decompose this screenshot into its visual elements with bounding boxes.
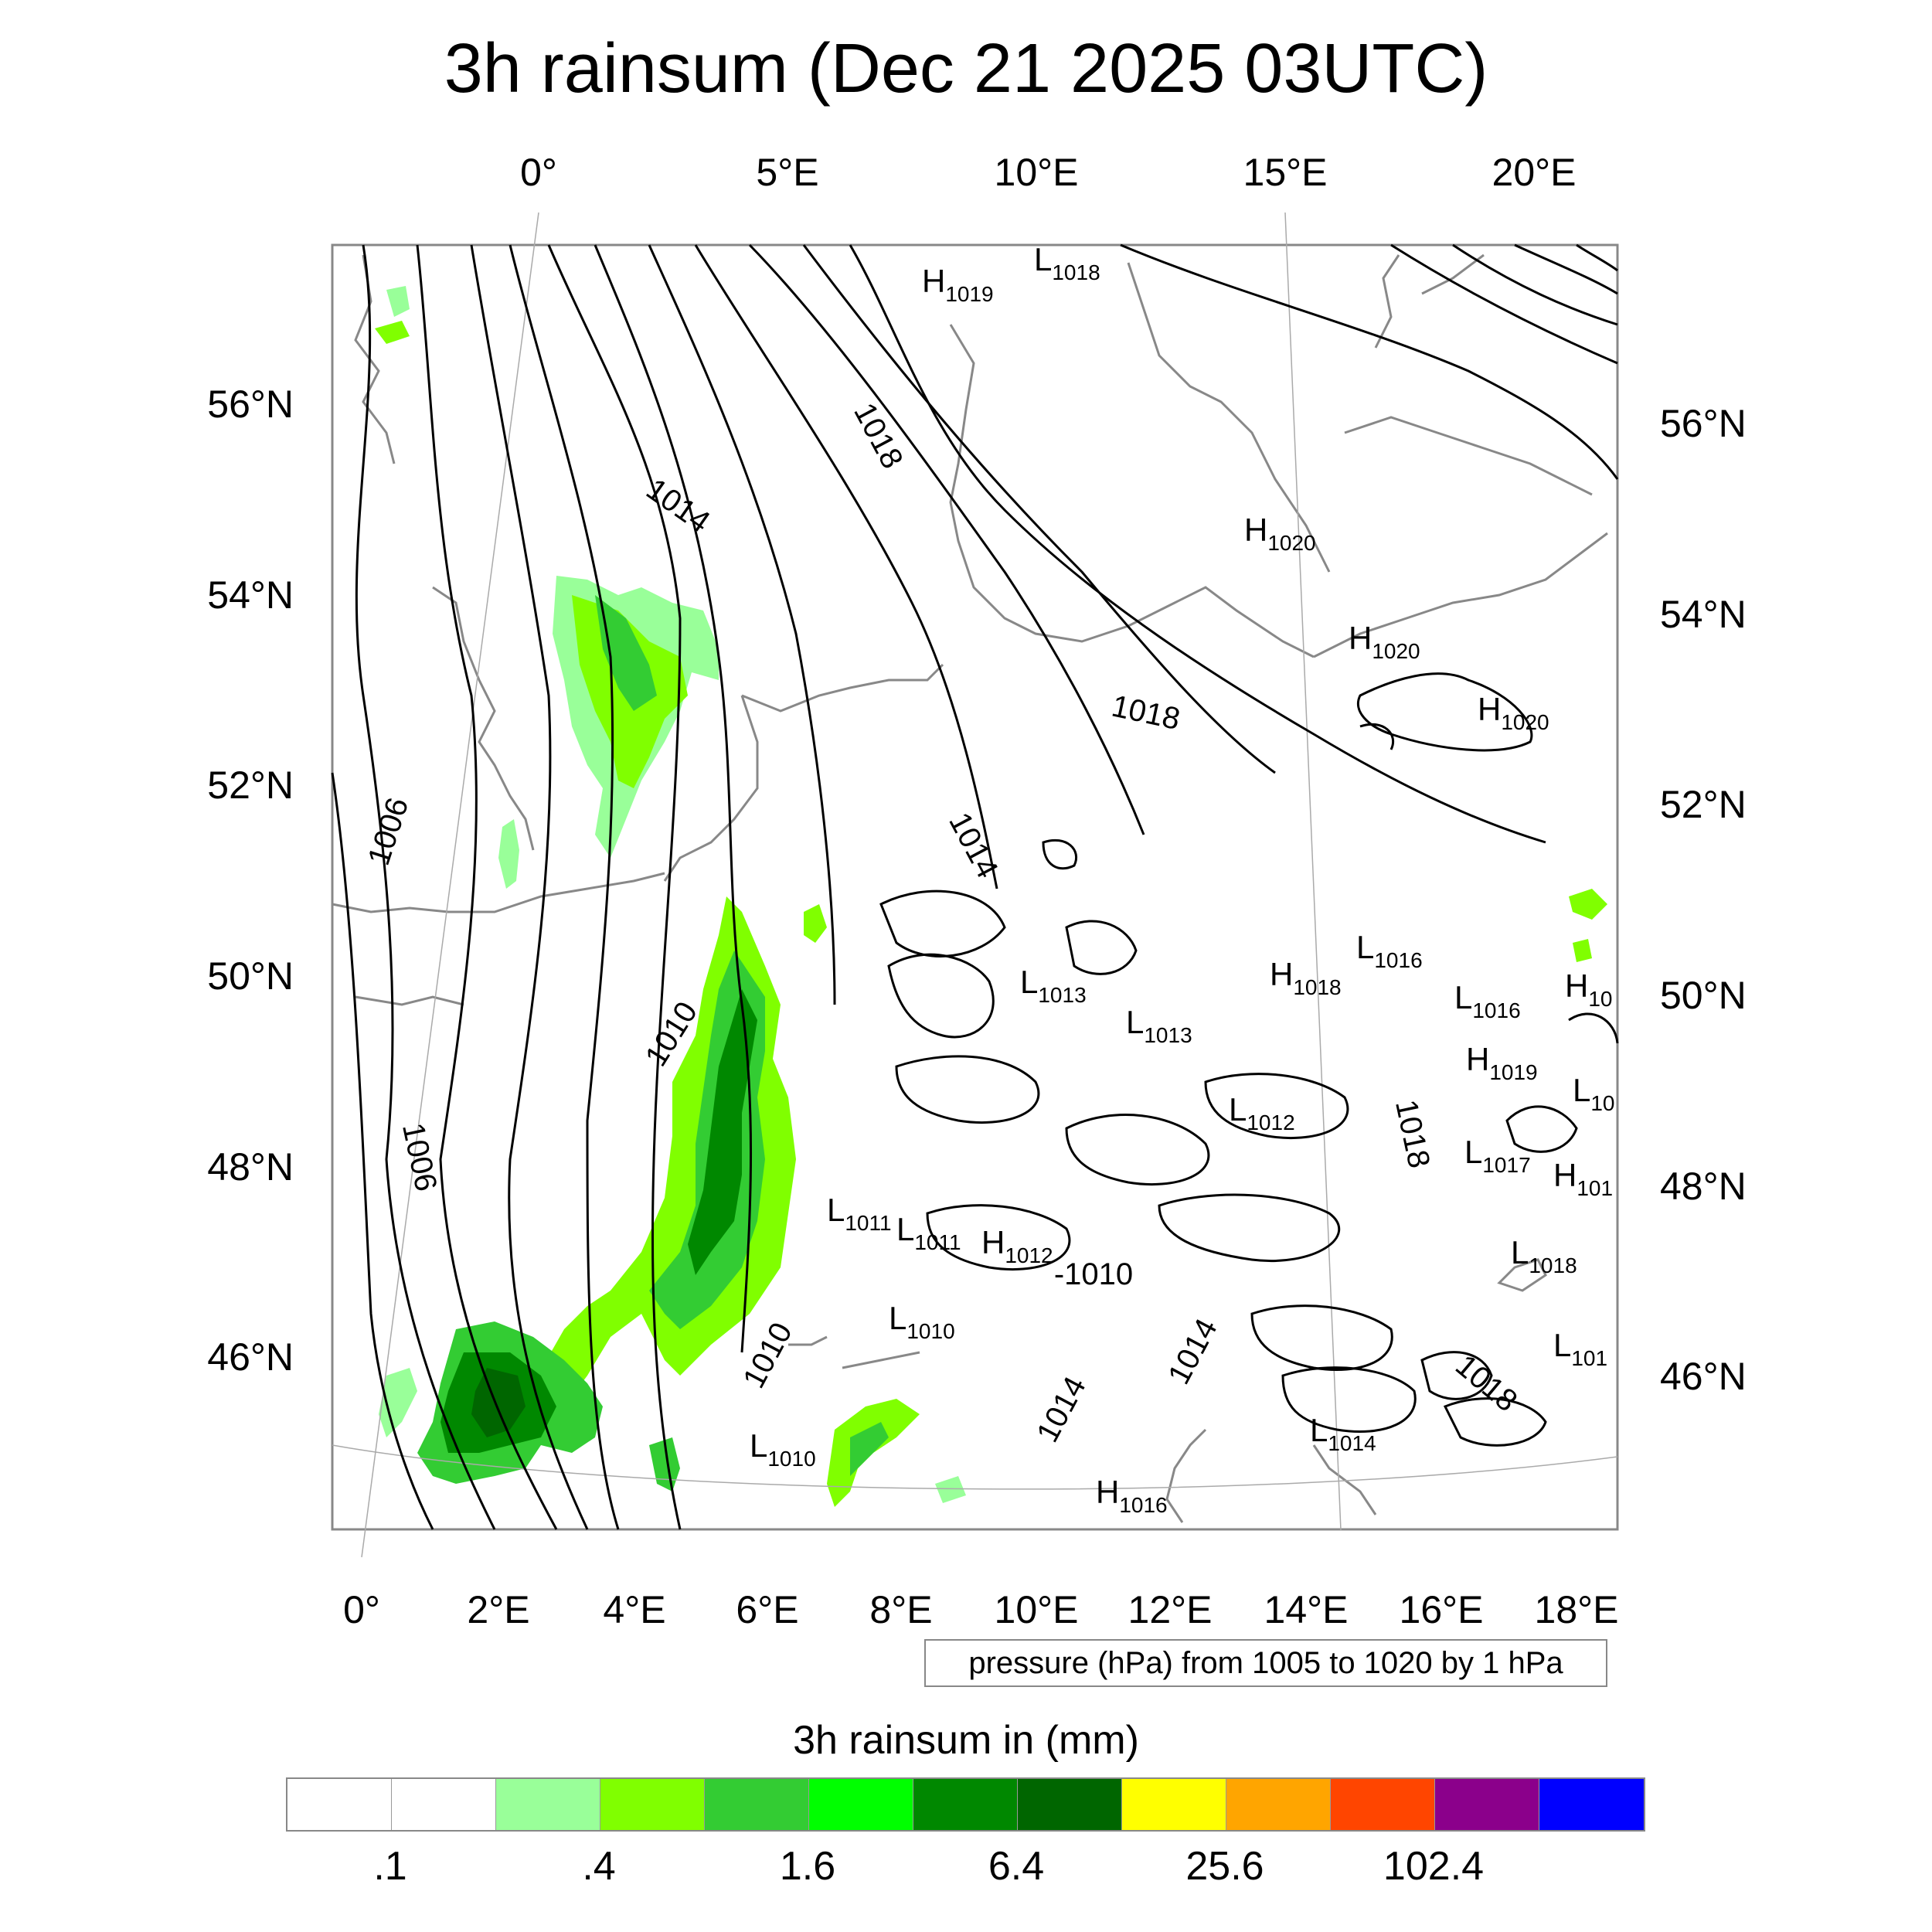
colorbar-swatch — [705, 1779, 809, 1830]
colorbar-swatch — [1435, 1779, 1539, 1830]
lat-label-left-52: 52°N — [207, 764, 294, 807]
colorbar-swatch — [1226, 1779, 1331, 1830]
colorbar-tick-label: .1 — [373, 1844, 407, 1889]
lat-label-left-56: 56°N — [207, 383, 294, 426]
lat-label-right-50: 50°N — [1660, 974, 1747, 1017]
lon-label-bottom-14: 14°E — [1264, 1588, 1349, 1631]
pressure-center-low: L1010 — [750, 1427, 816, 1471]
coastlines-borders — [332, 253, 1608, 1523]
isobar-label: -1010 — [1054, 1257, 1133, 1291]
lat-label-right-46: 46°N — [1660, 1355, 1747, 1398]
lon-label-top-20: 20°E — [1492, 151, 1577, 194]
colorbar-swatch — [1539, 1779, 1644, 1830]
colorbar-swatch — [496, 1779, 600, 1830]
colorbar-tick-label: 25.6 — [1185, 1844, 1264, 1889]
map-title: 3h rainsum (Dec 21 2025 03UTC) — [444, 30, 1488, 107]
lon-label-top-10: 10°E — [995, 151, 1079, 194]
pressure-center-high: H1020 — [1478, 691, 1549, 734]
colorbar-tick-label: 102.4 — [1383, 1844, 1485, 1889]
lat-label-left-46: 46°N — [207, 1335, 294, 1379]
colorbar-swatch — [1122, 1779, 1226, 1830]
lon-label-bottom-12: 12°E — [1128, 1588, 1213, 1631]
rain-shading — [375, 286, 1607, 1507]
lon-label-bottom-2: 2°E — [467, 1588, 529, 1631]
pressure-center-low: L1010 — [889, 1300, 955, 1343]
pressure-center-high: H1020 — [1244, 512, 1316, 555]
pressure-center-low: L1013 — [1126, 1004, 1192, 1047]
pressure-centers: H1019 L1018 H1020 H1020 H1020 L1016 H101… — [750, 241, 1615, 1517]
pressure-center-high: H101 — [1553, 1157, 1613, 1200]
pressure-center-high: H1018 — [1270, 956, 1342, 999]
pressure-center-high: H1020 — [1349, 620, 1420, 663]
pressure-center-high: H1016 — [1096, 1474, 1168, 1517]
lon-label-bottom-18: 18°E — [1535, 1588, 1619, 1631]
lon-label-top-0: 0° — [520, 151, 557, 194]
colorbar-tick-label: .4 — [582, 1844, 616, 1889]
lat-label-right-52: 52°N — [1660, 783, 1747, 826]
colorbar-swatch — [809, 1779, 913, 1830]
colorbar-title: 3h rainsum in (mm) — [793, 1718, 1139, 1763]
colorbar-tick-label: 6.4 — [988, 1844, 1045, 1889]
lat-label-right-48: 48°N — [1660, 1165, 1747, 1208]
colorbar-swatch — [392, 1779, 496, 1830]
latitude-labels-left: 56°N 54°N 52°N 50°N 48°N 46°N — [207, 383, 294, 1379]
lat-label-right-54: 54°N — [1660, 593, 1747, 636]
pressure-center-high: H1019 — [1466, 1041, 1538, 1084]
colorbar-tick-label: 1.6 — [779, 1844, 836, 1889]
pressure-center-low: L1014 — [1310, 1412, 1376, 1455]
colorbar-swatch — [913, 1779, 1018, 1830]
pressure-center-low: L1011 — [827, 1192, 892, 1235]
pressure-center-low: L1011 — [896, 1211, 961, 1254]
pressure-center-low: L101 — [1553, 1327, 1607, 1370]
lon-label-top-5: 5°E — [756, 151, 818, 194]
colorbar-swatch — [287, 1779, 392, 1830]
pressure-center-low: L1017 — [1464, 1134, 1531, 1177]
graticule — [332, 212, 1618, 1558]
lon-label-bottom-16: 16°E — [1400, 1588, 1484, 1631]
pressure-center-low: L1016 — [1454, 979, 1521, 1022]
longitude-labels-top: 0° 5°E 10°E 15°E 20°E — [520, 151, 1576, 194]
lon-label-bottom-0: 0° — [343, 1588, 380, 1631]
colorbar-swatch — [1331, 1779, 1435, 1830]
lon-label-bottom-6: 6°E — [736, 1588, 798, 1631]
lon-label-bottom-4: 4°E — [603, 1588, 665, 1631]
longitude-labels-bottom: 0° 2°E 4°E 6°E 8°E 10°E 12°E 14°E 16°E 1… — [343, 1588, 1618, 1631]
lon-label-top-15: 15°E — [1243, 151, 1328, 194]
colorbar-swatch — [600, 1779, 705, 1830]
lat-label-left-48: 48°N — [207, 1145, 294, 1189]
pressure-center-low: L1018 — [1034, 241, 1100, 284]
lat-label-left-54: 54°N — [207, 573, 294, 617]
pressure-note: pressure (hPa) from 1005 to 1020 by 1 hP… — [924, 1639, 1607, 1687]
colorbar — [286, 1777, 1645, 1832]
pressure-center-low: L1016 — [1356, 929, 1423, 972]
pressure-center-low: L10 — [1573, 1072, 1615, 1115]
latitude-labels-right: 56°N 54°N 52°N 50°N 48°N 46°N — [1660, 402, 1747, 1398]
isobars — [331, 243, 1619, 1530]
lat-label-right-56: 56°N — [1660, 402, 1747, 445]
lat-label-left-50: 50°N — [207, 954, 294, 998]
pressure-center-high: H10 — [1565, 968, 1613, 1011]
pressure-center-high: H1012 — [981, 1224, 1053, 1267]
colorbar-swatch — [1018, 1779, 1122, 1830]
pressure-center-low: L1018 — [1511, 1234, 1577, 1277]
pressure-center-high: H1019 — [922, 263, 994, 306]
pressure-center-low: L1013 — [1020, 964, 1087, 1007]
pressure-center-low: L1012 — [1229, 1091, 1295, 1134]
lon-label-bottom-10: 10°E — [995, 1588, 1079, 1631]
lon-label-bottom-8: 8°E — [869, 1588, 932, 1631]
